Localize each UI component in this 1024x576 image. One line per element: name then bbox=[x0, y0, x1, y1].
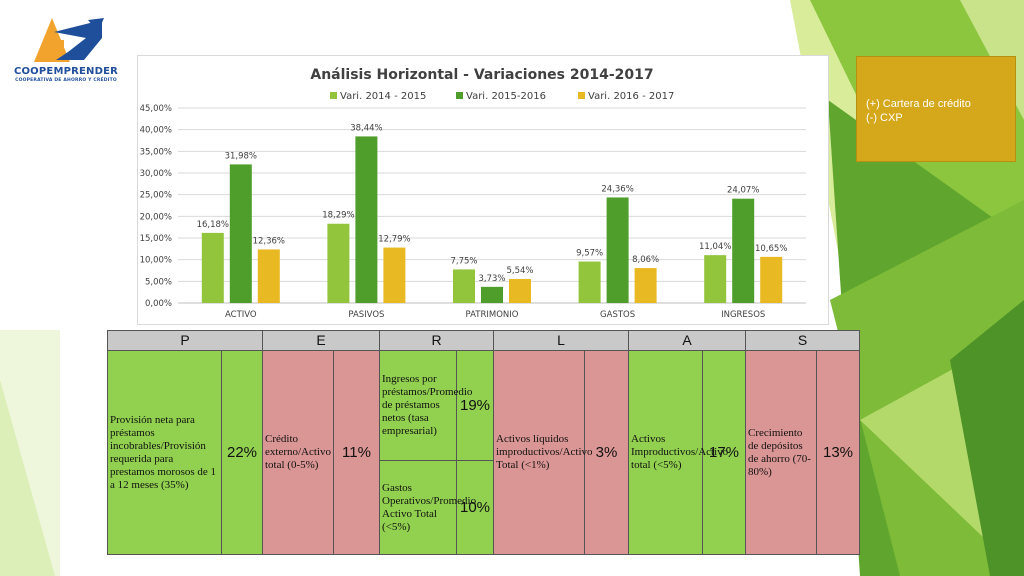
data-label: 24,07% bbox=[727, 186, 759, 196]
logo-name: COOPEMPRENDER bbox=[13, 66, 119, 77]
data-label: 24,36% bbox=[601, 184, 633, 194]
bar bbox=[704, 255, 727, 303]
l-value: 3% bbox=[583, 350, 630, 555]
data-label: 12,36% bbox=[253, 236, 285, 246]
bar bbox=[257, 249, 280, 303]
chart-container: Análisis Horizontal - Variaciones 2014-2… bbox=[137, 55, 829, 325]
header-l: L bbox=[492, 330, 630, 351]
y-tick-label: 5,00% bbox=[145, 277, 172, 287]
r2-description: Gastos Operativos/Promedio Activo Total … bbox=[379, 460, 476, 555]
note-box: (+) Cartera de crédito (-) CXP bbox=[856, 56, 1016, 162]
y-tick-label: 20,00% bbox=[140, 212, 172, 222]
r2-value: 10% bbox=[456, 460, 494, 555]
bar bbox=[229, 164, 252, 303]
legend-label: Vari. 2016 - 2017 bbox=[588, 91, 674, 102]
note-line-2: (-) CXP bbox=[866, 112, 903, 124]
bar bbox=[578, 261, 601, 303]
y-tick-label: 0,00% bbox=[145, 299, 172, 309]
table-row: Gastos Operativos/Promedio Activo Total … bbox=[108, 460, 860, 555]
data-label: 5,54% bbox=[506, 266, 533, 276]
data-label: 10,65% bbox=[755, 244, 787, 254]
bar bbox=[453, 269, 475, 303]
chart-title: Análisis Horizontal - Variaciones 2014-2… bbox=[310, 67, 653, 83]
y-tick-label: 25,00% bbox=[140, 191, 172, 201]
x-tick-label: INGRESOS bbox=[721, 310, 765, 320]
bar bbox=[481, 286, 503, 303]
header-e: E bbox=[262, 330, 380, 351]
a-value: 17% bbox=[702, 350, 747, 555]
p-value: 22% bbox=[221, 350, 263, 555]
data-label: 3,73% bbox=[478, 274, 505, 284]
bar bbox=[509, 278, 531, 303]
company-logo: COOPEMPRENDER COOPERATIVA DE AHORRO Y CR… bbox=[4, 10, 128, 90]
data-label: 18,29% bbox=[322, 211, 354, 221]
y-tick-label: 10,00% bbox=[140, 256, 172, 266]
bar bbox=[634, 268, 657, 303]
header-p: P bbox=[107, 330, 263, 351]
data-label: 11,04% bbox=[699, 242, 731, 252]
note-line-1: (+) Cartera de crédito bbox=[866, 98, 971, 110]
x-tick-label: ACTIVO bbox=[225, 310, 257, 320]
y-tick-label: 15,00% bbox=[140, 234, 172, 244]
bar bbox=[760, 256, 783, 303]
legend-swatch bbox=[330, 92, 337, 99]
s-description: Crecimiento de depósitos de ahorro (70-8… bbox=[745, 350, 818, 555]
table-row: Provisión neta para préstamos incobrable… bbox=[107, 350, 861, 555]
legend-swatch bbox=[578, 92, 585, 99]
y-tick-label: 30,00% bbox=[140, 169, 172, 179]
r1-description: Ingresos por préstamos/Promedio de prést… bbox=[379, 350, 472, 461]
data-label: 7,75% bbox=[450, 256, 477, 266]
e-value: 11% bbox=[333, 350, 380, 555]
r1-value: 19% bbox=[456, 350, 494, 461]
bar bbox=[201, 232, 224, 303]
bar bbox=[732, 198, 755, 303]
x-tick-label: PASIVOS bbox=[348, 310, 384, 320]
data-label: 9,57% bbox=[576, 249, 603, 259]
legend-swatch bbox=[456, 92, 463, 99]
header-a: A bbox=[628, 330, 747, 351]
data-label: 8,06% bbox=[632, 255, 659, 265]
e-description: Crédito externo/Activo total (0-5%) bbox=[262, 350, 334, 555]
y-tick-label: 35,00% bbox=[140, 147, 172, 157]
header-r: R bbox=[379, 330, 494, 351]
y-tick-label: 45,00% bbox=[140, 104, 172, 114]
logo-tagline: COOPERATIVA DE AHORRO Y CRÉDITO bbox=[15, 78, 117, 83]
bar bbox=[327, 223, 350, 303]
header-s: S bbox=[745, 330, 861, 351]
bar-chart: Análisis Horizontal - Variaciones 2014-2… bbox=[140, 67, 806, 320]
data-label: 16,18% bbox=[197, 220, 229, 230]
bar bbox=[355, 136, 378, 303]
bar bbox=[383, 247, 406, 303]
legend-label: Vari. 2014 - 2015 bbox=[340, 91, 426, 102]
table-header-row: P E R L A S bbox=[107, 330, 861, 351]
data-label: 38,44% bbox=[350, 123, 382, 133]
a-description: Activos Improductivos/Activo total (<5%) bbox=[628, 350, 728, 555]
x-tick-label: PATRIMONIO bbox=[466, 310, 519, 320]
legend-label: Vari. 2015-2016 bbox=[466, 91, 546, 102]
p-description: Provisión neta para préstamos incobrable… bbox=[107, 350, 222, 555]
l-description: Activos líquidos improductivos/Activo To… bbox=[493, 350, 593, 555]
y-tick-label: 40,00% bbox=[140, 126, 172, 136]
data-label: 12,79% bbox=[378, 235, 410, 245]
data-label: 31,98% bbox=[225, 151, 257, 161]
bar bbox=[606, 197, 629, 303]
x-tick-label: GASTOS bbox=[600, 310, 635, 320]
s-value: 13% bbox=[816, 350, 861, 555]
perlas-table: P E R L A S Provisión neta para préstamo… bbox=[107, 330, 861, 555]
